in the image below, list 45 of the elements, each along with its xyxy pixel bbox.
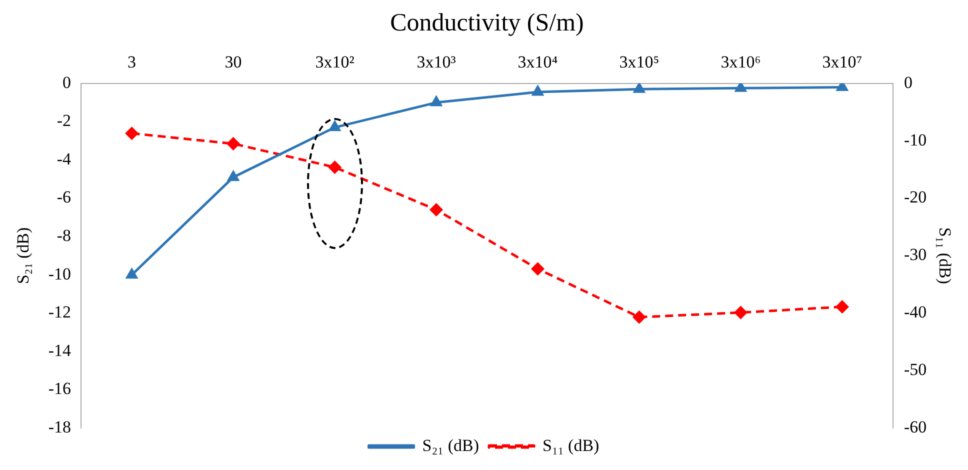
x-tick-label: 3x10⁶ xyxy=(720,52,761,72)
point xyxy=(126,127,138,140)
y-tick-label: -12 xyxy=(48,302,72,322)
x-tick-label: 3x10⁵ xyxy=(619,52,660,72)
y-tick-label: -18 xyxy=(48,417,72,436)
point xyxy=(735,83,746,92)
point xyxy=(328,161,342,174)
point xyxy=(836,300,848,314)
x-tick-label: 30 xyxy=(224,52,242,72)
y2-tick-label: -30 xyxy=(904,245,927,264)
legend-label: S₁₁ (dB) xyxy=(542,436,600,455)
x-tick-label: 3 xyxy=(128,52,136,72)
x-axis-title: Conductivity (S/m) xyxy=(390,10,584,37)
x-tick-label: 3x10⁷ xyxy=(822,52,862,72)
y2-tick-label: -40 xyxy=(904,302,927,322)
point xyxy=(430,96,442,106)
point xyxy=(126,268,138,279)
y2-tick-label: -50 xyxy=(904,360,927,380)
x-tick-label: 3x10² xyxy=(315,52,354,72)
x-tick-label: 3x10³ xyxy=(416,52,456,72)
y-tick-label: -14 xyxy=(48,340,72,360)
y-axis-title: S₂₁ (dB) xyxy=(14,227,33,284)
legend-label: S₂₁ (dB) xyxy=(422,436,480,455)
y-tick-label: -8 xyxy=(56,226,72,246)
point xyxy=(532,86,544,96)
y-tick-label: 0 xyxy=(62,72,72,92)
y-tick-label: -2 xyxy=(56,111,72,130)
y-tick-label: -6 xyxy=(56,188,72,207)
y2-axis-title: S₁₁ (dB) xyxy=(935,227,954,284)
x-tick-label: 3x10⁴ xyxy=(518,52,558,72)
y-tick-label: -16 xyxy=(48,379,72,398)
y-tick-label: -10 xyxy=(48,264,72,284)
y-tick-label: -4 xyxy=(56,149,72,168)
y2-tick-label: -60 xyxy=(904,417,927,436)
point xyxy=(531,262,544,276)
point xyxy=(228,170,239,181)
point xyxy=(632,310,646,324)
y2-tick-label: 0 xyxy=(904,72,912,92)
y2-tick-label: -20 xyxy=(904,188,927,207)
point xyxy=(227,137,240,150)
point xyxy=(329,121,340,132)
point xyxy=(734,306,747,319)
point xyxy=(430,204,443,216)
y2-tick-label: -10 xyxy=(904,130,927,150)
point xyxy=(634,83,645,93)
